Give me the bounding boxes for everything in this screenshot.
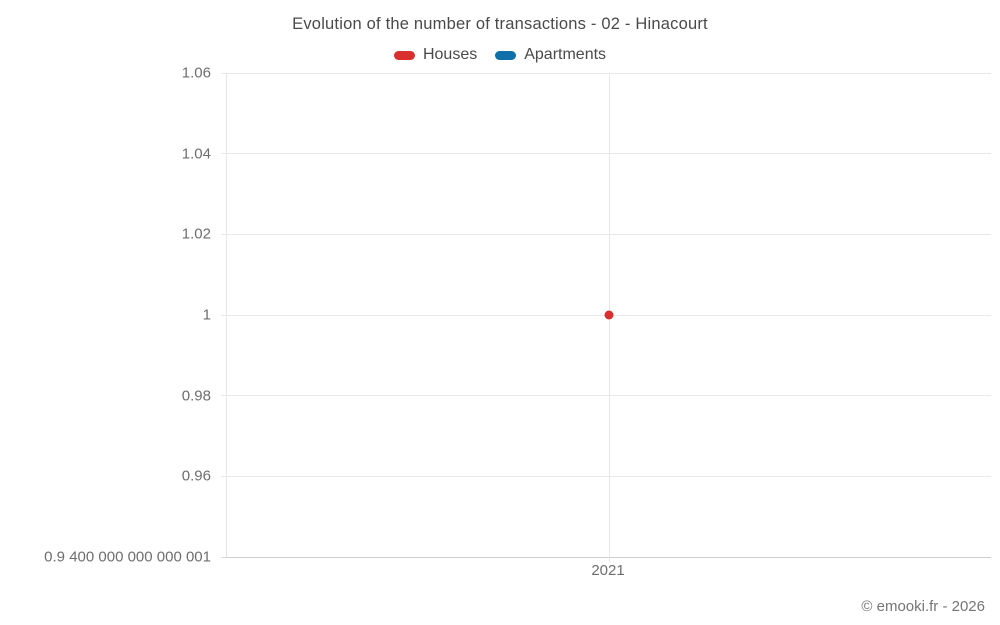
y-gridline bbox=[221, 475, 991, 477]
y-axis-tick-label: 0.9 400 000 000 000 001 bbox=[44, 548, 211, 566]
y-gridline bbox=[221, 153, 991, 155]
y-gridline bbox=[221, 395, 991, 397]
y-axis-tick-label: 1 bbox=[202, 306, 211, 324]
y-axis-tick-label: 1.04 bbox=[181, 145, 211, 163]
chart-title: Evolution of the number of transactions … bbox=[292, 15, 708, 33]
y-axis-tick-label: 0.98 bbox=[181, 387, 211, 405]
legend-label-apartments: Apartments bbox=[524, 46, 607, 63]
y-axis-tick-label: 1.02 bbox=[181, 225, 211, 243]
plot-area bbox=[221, 72, 991, 562]
apartments-series-swatch-icon bbox=[495, 50, 517, 60]
y-axis-tick bbox=[221, 556, 227, 558]
y-axis-labels: 0.9 400 000 000 000 001 0.96 0.98 1 1.02 1.04… bbox=[0, 65, 211, 566]
y-axis-tick-label: 0.96 bbox=[181, 467, 211, 485]
data-point-houses-2021[interactable] bbox=[604, 310, 614, 320]
y-axis-tick-label: 1.06 bbox=[181, 64, 211, 82]
legend-item-houses[interactable]: Houses bbox=[393, 46, 478, 64]
y-gridline bbox=[221, 72, 991, 74]
legend: Houses Apartments bbox=[0, 46, 1000, 64]
attribution: © emooki.fr - 2026 bbox=[861, 598, 985, 615]
houses-series-swatch-icon bbox=[393, 50, 415, 60]
x-axis-labels: 2021 bbox=[226, 562, 990, 584]
legend-item-apartments[interactable]: Apartments bbox=[495, 46, 606, 64]
x-axis-tick-label: 2021 bbox=[591, 562, 625, 579]
legend-label-houses: Houses bbox=[422, 46, 478, 63]
y-gridline bbox=[221, 233, 991, 235]
